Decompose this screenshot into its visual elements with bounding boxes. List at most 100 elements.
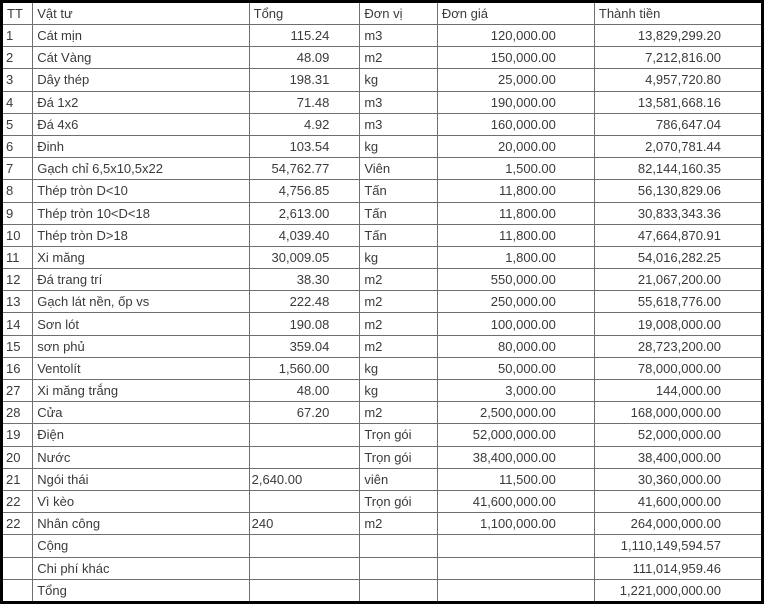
cell-tt[interactable]: 12	[0, 268, 34, 292]
cell-unit-price[interactable]: 20,000.00	[436, 134, 595, 159]
cell-total-qty[interactable]: 198.31	[248, 68, 361, 92]
cell-amount[interactable]: 168,000,000.00	[593, 401, 764, 425]
cell-material-name[interactable]: Ngói thái	[32, 467, 250, 491]
cell-material-name[interactable]: Ventolít	[32, 356, 250, 381]
cell-tt[interactable]: 2	[0, 46, 34, 70]
column-header-amount[interactable]: Thành tiền	[593, 1, 764, 25]
cell-amount[interactable]: 2,070,781.44	[593, 134, 764, 159]
cell-tt[interactable]: 21	[0, 467, 34, 491]
cell-material-name[interactable]: Vì kèo	[32, 489, 250, 514]
cell-material-name[interactable]: Thép tròn 10<D<18	[32, 201, 250, 225]
cell-total-qty[interactable]: 190.08	[248, 312, 361, 336]
cell-total-qty[interactable]: 4,039.40	[248, 223, 361, 247]
cell-tt[interactable]: 28	[0, 401, 34, 425]
cell-unit-price[interactable]: 11,800.00	[436, 201, 595, 225]
cell-amount[interactable]: 13,829,299.20	[593, 23, 764, 48]
cell-tt[interactable]: 3	[0, 68, 34, 92]
cell-material-name[interactable]: Cát mịn	[32, 23, 250, 48]
cell-unit-price[interactable]	[436, 556, 595, 580]
cell-total-qty[interactable]: 71.48	[248, 90, 361, 114]
cell-amount[interactable]: 38,400,000.00	[593, 445, 764, 469]
cell-tt[interactable]: 4	[0, 90, 34, 114]
cell-unit-price[interactable]: 1,800.00	[436, 245, 595, 270]
cell-unit[interactable]: m3	[359, 90, 438, 114]
cell-unit[interactable]: Trọn gói	[359, 423, 438, 447]
cell-tt[interactable]: 1	[0, 23, 34, 48]
cell-total-qty[interactable]: 54,762.77	[248, 157, 361, 181]
cell-unit[interactable]: m3	[359, 112, 438, 136]
cell-unit[interactable]: kg	[359, 245, 438, 270]
cell-amount[interactable]: 1,110,149,594.57	[593, 534, 764, 558]
cell-total-qty[interactable]	[248, 578, 361, 604]
cell-total-qty[interactable]: 1,560.00	[248, 356, 361, 381]
cell-unit[interactable]: Tấn	[359, 179, 438, 203]
cell-tt[interactable]: 20	[0, 445, 34, 469]
cell-total-qty[interactable]: 103.54	[248, 134, 361, 159]
cell-total-qty[interactable]	[248, 423, 361, 447]
cell-amount[interactable]: 1,221,000,000.00	[593, 578, 764, 604]
cell-material-name[interactable]: Thép tròn D>18	[32, 223, 250, 247]
cell-total-qty[interactable]	[248, 489, 361, 514]
cell-unit[interactable]: viên	[359, 467, 438, 491]
column-header-tt[interactable]: TT	[0, 1, 34, 25]
cell-amount[interactable]: 41,600,000.00	[593, 489, 764, 514]
cell-unit-price[interactable]: 2,500,000.00	[436, 401, 595, 425]
cell-tt[interactable]: 13	[0, 290, 34, 314]
cell-unit[interactable]: m2	[359, 334, 438, 358]
cell-unit[interactable]	[359, 556, 438, 580]
cell-unit[interactable]: Tấn	[359, 223, 438, 247]
cell-amount[interactable]: 55,618,776.00	[593, 290, 764, 314]
cell-material-name[interactable]: Xi măng	[32, 245, 250, 270]
cell-amount[interactable]: 56,130,829.06	[593, 179, 764, 203]
cell-amount[interactable]: 13,581,668.16	[593, 90, 764, 114]
cell-amount[interactable]: 47,664,870.91	[593, 223, 764, 247]
column-header-total-qty[interactable]: Tổng	[248, 1, 361, 25]
column-header-material[interactable]: Vật tư	[32, 1, 250, 25]
cell-tt[interactable]: 22	[0, 512, 34, 536]
cell-tt[interactable]: 6	[0, 134, 34, 159]
cell-material-name[interactable]: Gạch chỉ 6,5x10,5x22	[32, 157, 250, 181]
cell-unit-price[interactable]: 11,800.00	[436, 179, 595, 203]
cell-amount[interactable]: 144,000.00	[593, 378, 764, 403]
cell-unit[interactable]: kg	[359, 68, 438, 92]
cell-amount[interactable]: 78,000,000.00	[593, 356, 764, 381]
cell-material-name[interactable]: Dây thép	[32, 68, 250, 92]
cell-unit-price[interactable]: 50,000.00	[436, 356, 595, 381]
cell-tt[interactable]	[0, 556, 34, 580]
cell-tt[interactable]: 27	[0, 378, 34, 403]
cell-material-name[interactable]: Đinh	[32, 134, 250, 159]
cell-unit[interactable]: kg	[359, 356, 438, 381]
cell-amount[interactable]: 786,647.04	[593, 112, 764, 136]
cell-unit[interactable]: m2	[359, 268, 438, 292]
cell-summary-label[interactable]: Cộng	[32, 534, 250, 558]
cell-tt[interactable]: 16	[0, 356, 34, 381]
cell-summary-label[interactable]: Tổng	[32, 578, 250, 604]
cell-total-qty[interactable]: 4,756.85	[248, 179, 361, 203]
cell-total-qty[interactable]: 67.20	[248, 401, 361, 425]
cell-tt[interactable]	[0, 578, 34, 604]
cell-amount[interactable]: 52,000,000.00	[593, 423, 764, 447]
cell-total-qty[interactable]: 38.30	[248, 268, 361, 292]
cell-unit[interactable]: Trọn gói	[359, 445, 438, 469]
cell-unit-price[interactable]: 38,400,000.00	[436, 445, 595, 469]
cell-total-qty[interactable]: 2,640.00	[248, 467, 361, 491]
cell-total-qty[interactable]	[248, 556, 361, 580]
cell-unit[interactable]: Tấn	[359, 201, 438, 225]
cell-material-name[interactable]: Đá 1x2	[32, 90, 250, 114]
cell-material-name[interactable]: Sơn lót	[32, 312, 250, 336]
cell-unit[interactable]: Viên	[359, 157, 438, 181]
cell-unit-price[interactable]: 1,500.00	[436, 157, 595, 181]
cell-material-name[interactable]: Đá trang trí	[32, 268, 250, 292]
cell-unit[interactable]: Trọn gói	[359, 489, 438, 514]
cell-amount[interactable]: 19,008,000.00	[593, 312, 764, 336]
cell-tt[interactable]: 11	[0, 245, 34, 270]
cell-unit-price[interactable]: 11,800.00	[436, 223, 595, 247]
cell-amount[interactable]: 30,833,343.36	[593, 201, 764, 225]
cell-total-qty[interactable]	[248, 534, 361, 558]
cell-unit[interactable]: m2	[359, 46, 438, 70]
cell-material-name[interactable]: Nước	[32, 445, 250, 469]
cell-total-qty[interactable]: 240	[248, 512, 361, 536]
cell-total-qty[interactable]: 4.92	[248, 112, 361, 136]
cell-tt[interactable]: 7	[0, 157, 34, 181]
cell-unit[interactable]: m2	[359, 312, 438, 336]
